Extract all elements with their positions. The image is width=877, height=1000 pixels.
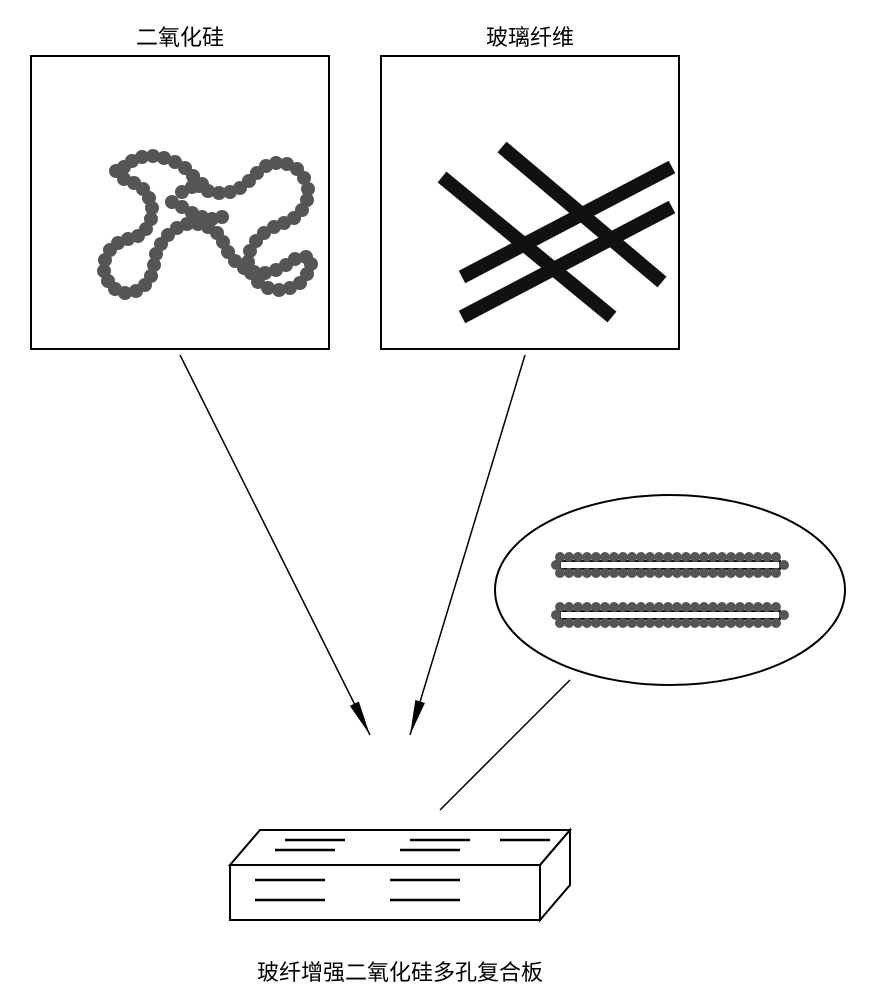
board-label: 玻纤增强二氧化硅多孔复合板 (200, 955, 600, 987)
composite-board-diagram (200, 790, 600, 955)
detail-magnified-view (490, 490, 850, 690)
